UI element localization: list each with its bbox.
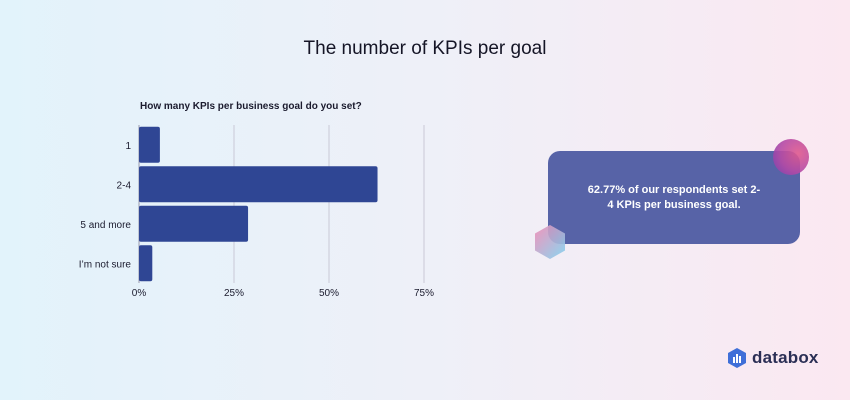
category-label: 2-4 <box>117 180 132 191</box>
chart-title: How many KPIs per business goal do you s… <box>140 101 362 112</box>
bars <box>139 126 378 282</box>
x-tick-label: 75% <box>414 288 434 299</box>
bar <box>139 166 378 203</box>
bar <box>139 245 153 282</box>
callout-text: 62.77% of our respondents set 2-4 KPIs p… <box>587 183 761 211</box>
bar-chart: How many KPIs per business goal do you s… <box>79 101 434 299</box>
bar <box>139 126 160 163</box>
x-tick-labels: 0% 25% 50% 75% <box>132 288 434 299</box>
page-title: The number of KPIs per goal <box>303 38 547 59</box>
gridlines <box>138 125 425 283</box>
x-tick-label: 50% <box>319 288 339 299</box>
category-label: 1 <box>125 141 131 152</box>
category-labels: 1 2-4 5 and more I’m not sure <box>79 141 132 271</box>
x-tick-label: 25% <box>224 288 244 299</box>
brand-name: databox <box>752 348 819 367</box>
category-label: I’m not sure <box>79 259 132 270</box>
databox-logo-icon <box>728 348 746 368</box>
x-tick-label: 0% <box>132 288 147 299</box>
callout-card: 62.77% of our respondents set 2-4 KPIs p… <box>548 151 800 244</box>
decorative-circle <box>773 139 809 175</box>
bar <box>139 205 249 242</box>
databox-logo: databox <box>728 348 819 368</box>
decorative-hexagon-icon <box>535 225 565 259</box>
category-label: 5 and more <box>80 220 131 231</box>
